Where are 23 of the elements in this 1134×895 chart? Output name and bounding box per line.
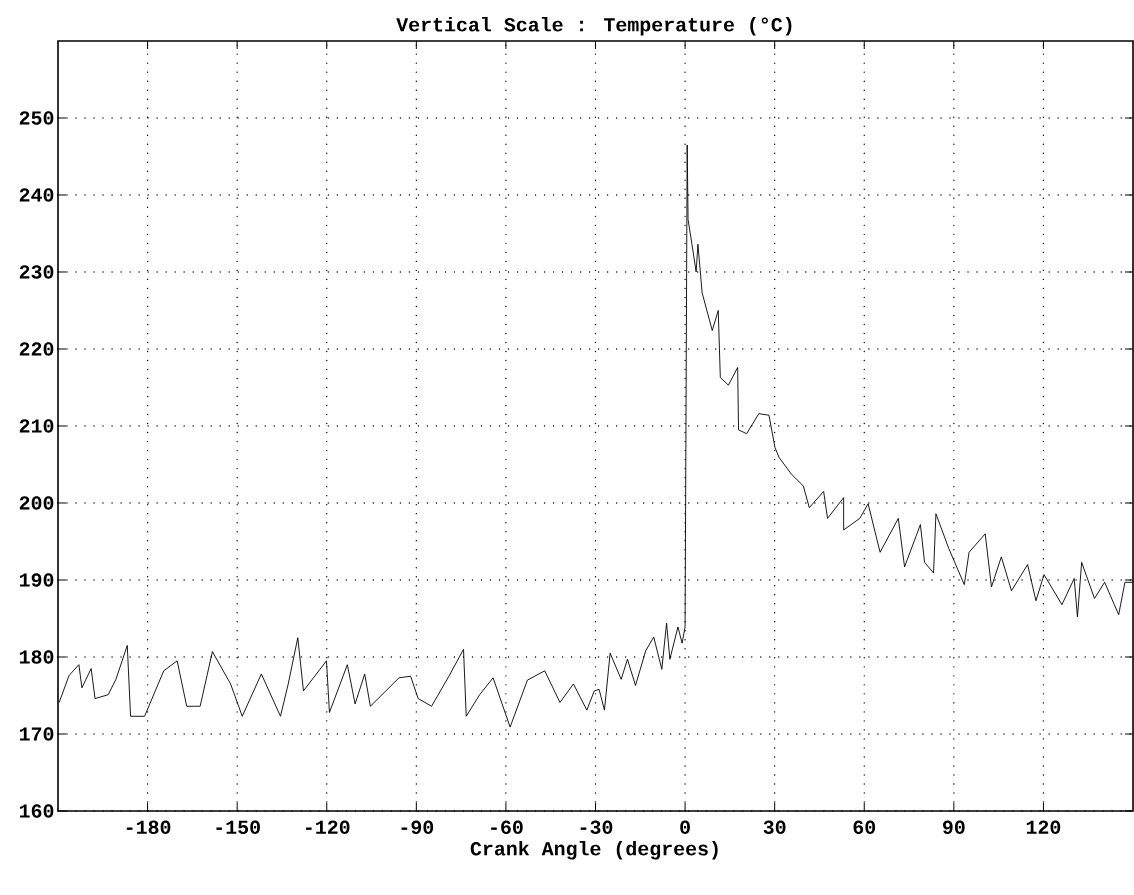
- x-tick-label: -120: [305, 820, 350, 835]
- x-tick-label: -90: [401, 820, 434, 835]
- y-tick-label: 230: [19, 265, 54, 279]
- y-tick-label: 240: [19, 188, 54, 202]
- y-tick-label: 180: [19, 650, 54, 664]
- y-tick-label: 170: [19, 727, 54, 741]
- y-tick-label: 190: [19, 573, 54, 587]
- x-tick-label: 60: [853, 820, 876, 835]
- x-axis-title: Crank Angle (degrees): [470, 840, 718, 860]
- x-tick-label: 90: [942, 820, 965, 835]
- y-tick-label: 210: [19, 419, 54, 433]
- x-tick-label: 0: [680, 820, 690, 835]
- y-tick-label: 160: [19, 804, 54, 818]
- y-tick-label: 200: [19, 496, 54, 510]
- x-tick-label: -180: [126, 820, 171, 835]
- x-tick-label: -150: [216, 820, 260, 835]
- y-tick-label: 220: [19, 342, 54, 356]
- x-tick-label: -30: [580, 820, 613, 835]
- x-tick-label: 30: [763, 820, 786, 835]
- x-tick-label: 120: [1026, 820, 1061, 835]
- chart-title: Vertical Scale : Temperature (°C): [396, 16, 792, 36]
- x-tick-label: -60: [491, 820, 523, 835]
- y-tick-label: 250: [19, 111, 54, 125]
